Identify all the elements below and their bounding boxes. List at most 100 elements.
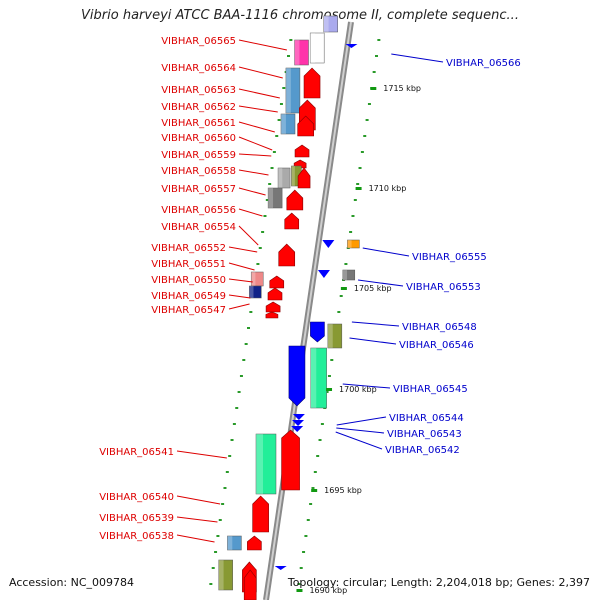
leader-line xyxy=(228,303,250,310)
gene-feature xyxy=(284,212,300,230)
gene-feature xyxy=(286,189,304,211)
leader-line xyxy=(238,187,266,196)
kbp-tick-label: 1710 kbp xyxy=(369,184,407,193)
gene-label-left: VIBHAR_06556 xyxy=(161,205,236,216)
kbp-tick-label: 1700 kbp xyxy=(339,385,377,394)
kbp-tick-label: 1695 kbp xyxy=(324,486,362,495)
leader-line xyxy=(176,495,221,505)
leader-line xyxy=(335,431,383,450)
leader-line xyxy=(228,278,253,283)
gene-feature xyxy=(274,566,287,570)
gene-label-left: VIBHAR_06558 xyxy=(161,166,236,177)
gene-feature xyxy=(278,243,296,267)
leader-line xyxy=(238,225,259,246)
leader-line xyxy=(238,208,263,217)
gene-label-right: VIBHAR_06566 xyxy=(446,58,521,69)
leader-line xyxy=(336,416,387,426)
leader-line xyxy=(238,66,283,79)
kbp-tick-mark xyxy=(340,287,347,290)
gene-feature xyxy=(247,535,262,551)
gene-feature xyxy=(281,429,300,491)
leader-line xyxy=(228,294,251,299)
gene-feature xyxy=(267,287,283,301)
gene-label-right: VIBHAR_06543 xyxy=(387,429,462,440)
gene-feature xyxy=(345,44,358,48)
gene-label-left: VIBHAR_06559 xyxy=(161,150,236,161)
gene-feature xyxy=(269,275,285,289)
gene-label-left: VIBHAR_06565 xyxy=(161,36,236,47)
topology-text: Topology: circular; Length: 2,204,018 bp… xyxy=(287,576,590,589)
gene-feature xyxy=(294,39,309,66)
kbp-tick-mark xyxy=(296,589,303,592)
gene-feature xyxy=(342,269,356,281)
gene-label-left: VIBHAR_06549 xyxy=(151,291,226,302)
gene-feature xyxy=(309,32,325,64)
leader-line xyxy=(238,136,273,151)
leader-line xyxy=(238,169,269,176)
gene-label-left: VIBHAR_06541 xyxy=(99,447,174,458)
gene-label-left: VIBHAR_06557 xyxy=(161,184,236,195)
leader-line xyxy=(238,39,287,51)
gene-feature xyxy=(310,347,327,409)
gene-feature xyxy=(285,67,301,114)
gene-feature xyxy=(323,15,338,33)
gene-feature xyxy=(347,239,360,249)
kbp-tick-mark xyxy=(355,187,362,190)
gene-label-left: VIBHAR_06562 xyxy=(161,102,236,113)
leader-line xyxy=(362,247,410,257)
gene-feature xyxy=(310,321,325,343)
kbp-tick-label: 1715 kbp xyxy=(383,84,421,93)
leader-line xyxy=(238,121,275,133)
leader-line xyxy=(176,534,215,543)
gene-feature xyxy=(255,433,277,495)
gene-feature xyxy=(280,113,296,135)
leader-line xyxy=(176,516,218,523)
gene-feature xyxy=(227,535,242,551)
gene-label-right: VIBHAR_06546 xyxy=(399,340,474,351)
gene-feature xyxy=(249,285,262,299)
gene-feature xyxy=(292,420,305,426)
gene-feature xyxy=(265,301,281,313)
kbp-ticks: 1715 kbp 1710 kbp 1705 kbp 1700 kbp 1695 kbp… xyxy=(296,84,421,595)
gene-label-left: VIBHAR_06554 xyxy=(161,222,236,233)
gene-label-left: VIBHAR_06560 xyxy=(161,133,236,144)
kbp-tick-label: 1705 kbp xyxy=(354,284,392,293)
gene-feature xyxy=(265,311,279,319)
gene-feature xyxy=(303,67,321,99)
leader-line xyxy=(357,279,404,287)
gene-features xyxy=(218,15,360,600)
gene-feature xyxy=(250,271,264,287)
gene-feature xyxy=(322,240,335,248)
gene-feature xyxy=(294,144,310,158)
gene-label-left: VIBHAR_06552 xyxy=(151,243,226,254)
accession-text: Accession: NC_009784 xyxy=(9,576,135,589)
gene-feature xyxy=(243,569,257,600)
gene-feature xyxy=(292,414,305,420)
gene-feature xyxy=(291,426,304,432)
backbone xyxy=(263,21,354,600)
leader-line xyxy=(349,337,397,345)
gene-label-right: VIBHAR_06553 xyxy=(406,282,481,293)
kbp-tick-mark xyxy=(326,388,333,391)
gene-label-right: VIBHAR_06544 xyxy=(389,413,464,424)
gene-feature xyxy=(317,270,330,278)
leader-line xyxy=(228,246,258,253)
gene-feature xyxy=(327,323,343,349)
gene-label-left: VIBHAR_06550 xyxy=(151,275,226,286)
gene-label-left: VIBHAR_06561 xyxy=(161,118,236,129)
kbp-tick-mark xyxy=(311,489,318,492)
gene-feature xyxy=(252,495,269,533)
kbp-tick-label: 1690 kbp xyxy=(309,586,347,595)
gene-feature xyxy=(297,167,311,189)
gene-feature xyxy=(218,559,233,591)
gene-label-left: VIBHAR_06540 xyxy=(99,492,174,503)
gene-label-left: VIBHAR_06538 xyxy=(99,531,174,542)
gene-feature xyxy=(277,167,291,189)
leader-line xyxy=(176,450,227,459)
leader-line xyxy=(336,427,385,434)
gene-feature xyxy=(267,187,283,209)
leader-line xyxy=(238,153,272,157)
leader-line xyxy=(391,53,444,63)
gene-label-left: VIBHAR_06563 xyxy=(161,85,236,96)
map-title: Vibrio harveyi ATCC BAA-1116 chromosome … xyxy=(81,8,519,23)
